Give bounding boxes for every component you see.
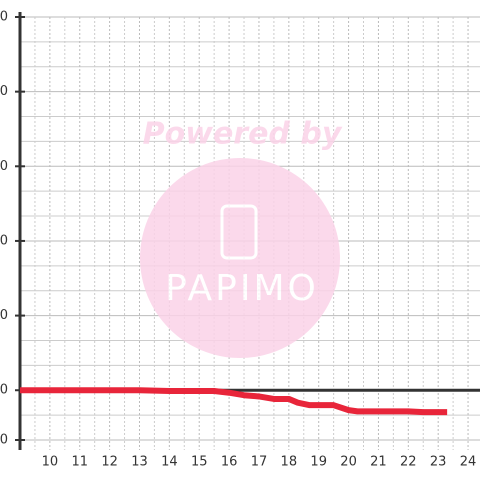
x-tick-label: 22	[400, 455, 417, 470]
x-tick-label: 18	[281, 455, 298, 470]
watermark-logo: PAPIMO	[165, 268, 319, 309]
x-tick-label: 20	[340, 455, 357, 470]
watermark-phone	[220, 204, 258, 260]
x-tick-label: 24	[460, 455, 477, 470]
y-tick-label: 0	[0, 383, 8, 398]
x-tick-label: 13	[131, 455, 148, 470]
x-tick-label: 11	[71, 455, 88, 470]
x-tick-label: 10	[42, 455, 59, 470]
x-tick-label: 15	[191, 455, 208, 470]
y-tick-label: 120,000	[0, 84, 8, 99]
x-tick-label: 17	[251, 455, 268, 470]
y-tick-label: 90,000	[0, 159, 8, 174]
x-tick-label: 14	[161, 455, 178, 470]
x-tick-label: 12	[101, 455, 118, 470]
watermark: Powered by PAPIMO	[140, 117, 343, 358]
x-tick-label: 23	[430, 455, 447, 470]
watermark-text: Powered by	[143, 117, 343, 152]
y-tick-label: -20,000	[0, 433, 8, 448]
x-tick-label: 21	[370, 455, 387, 470]
y-tick-label: 60,000	[0, 233, 8, 248]
x-tick-label: 19	[310, 455, 327, 470]
data-line	[20, 387, 448, 416]
x-tick-label: 16	[221, 455, 238, 470]
y-tick-label: 150,000	[0, 10, 8, 25]
y-tick-label: 30,000	[0, 308, 8, 323]
